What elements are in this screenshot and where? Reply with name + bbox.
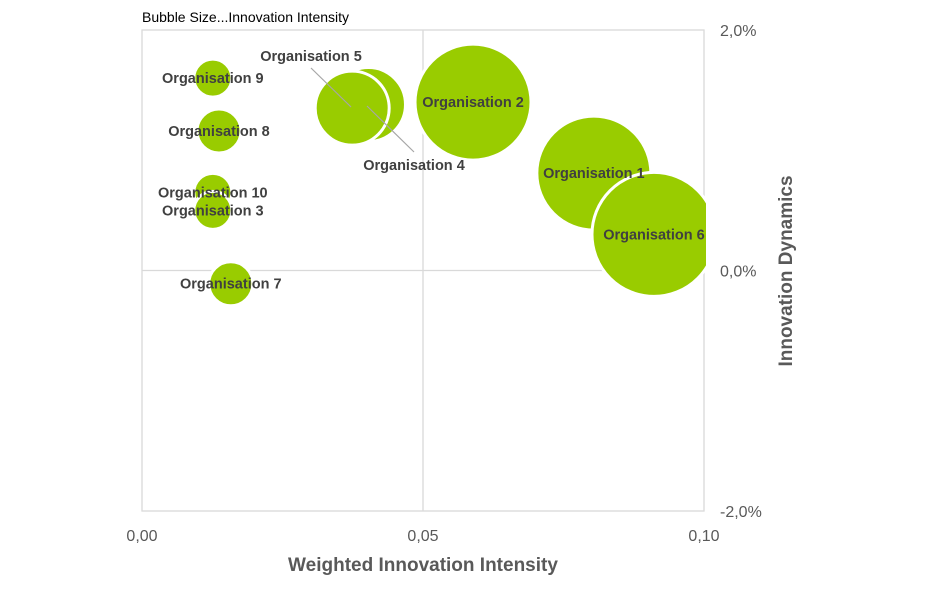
bubble-label: Organisation 6 bbox=[603, 227, 705, 243]
bubble-label: Organisation 3 bbox=[162, 203, 264, 219]
bubble-label: Organisation 5 bbox=[260, 49, 362, 65]
leader-line bbox=[310, 67, 352, 108]
bubble bbox=[195, 107, 243, 155]
x-axis-title: Weighted Innovation Intensity bbox=[288, 555, 558, 576]
chart-title: Bubble Size...Innovation Intensity bbox=[142, 9, 349, 25]
y-tick-label: -2,0% bbox=[720, 504, 762, 521]
bubble-label: Organisation 2 bbox=[422, 95, 524, 111]
bubble-label: Organisation 4 bbox=[363, 158, 465, 174]
bubble bbox=[207, 260, 255, 308]
bubble-label: Organisation 1 bbox=[543, 166, 645, 182]
x-tick-label: 0,05 bbox=[407, 528, 438, 545]
bubble-label: Organisation 9 bbox=[162, 71, 264, 87]
x-tick-label: 0,10 bbox=[688, 528, 719, 545]
leader-line bbox=[366, 105, 415, 153]
bubble-label: Organisation 7 bbox=[180, 277, 282, 293]
bubble bbox=[413, 42, 533, 162]
bubble bbox=[590, 170, 706, 298]
y-tick-label: 0,0% bbox=[720, 264, 756, 281]
y-tick-label: 2,0% bbox=[720, 23, 756, 40]
bubble bbox=[192, 57, 234, 99]
bubble-label: Organisation 8 bbox=[168, 124, 270, 140]
x-tick-label: 0,00 bbox=[126, 528, 157, 545]
bubble-label: Organisation 10 bbox=[158, 185, 268, 201]
y-axis-title: Innovation Dynamics bbox=[776, 175, 797, 366]
bubble bbox=[192, 189, 234, 231]
